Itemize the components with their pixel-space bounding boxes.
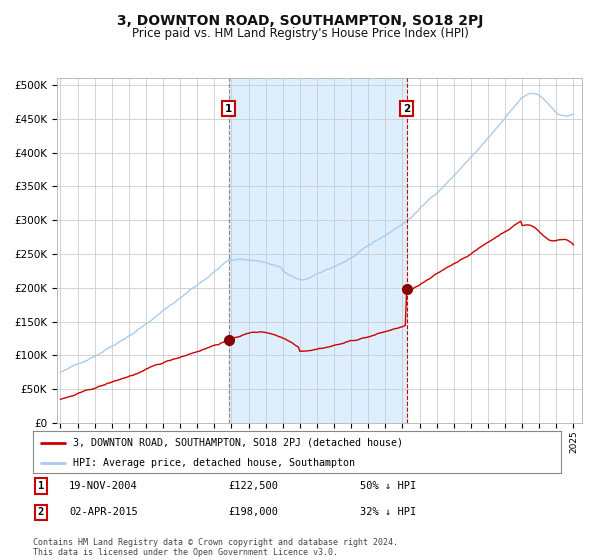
- Text: £122,500: £122,500: [228, 481, 278, 491]
- Text: 02-APR-2015: 02-APR-2015: [69, 507, 138, 517]
- Text: 2: 2: [38, 507, 44, 517]
- Text: 19-NOV-2004: 19-NOV-2004: [69, 481, 138, 491]
- Text: 50% ↓ HPI: 50% ↓ HPI: [360, 481, 416, 491]
- Text: 2: 2: [403, 104, 410, 114]
- Text: £198,000: £198,000: [228, 507, 278, 517]
- Bar: [229, 78, 407, 423]
- Text: 1: 1: [38, 481, 44, 491]
- Text: Price paid vs. HM Land Registry's House Price Index (HPI): Price paid vs. HM Land Registry's House …: [131, 27, 469, 40]
- Text: Contains HM Land Registry data © Crown copyright and database right 2024.
This d: Contains HM Land Registry data © Crown c…: [33, 538, 398, 557]
- Text: 3, DOWNTON ROAD, SOUTHAMPTON, SO18 2PJ (detached house): 3, DOWNTON ROAD, SOUTHAMPTON, SO18 2PJ (…: [73, 438, 403, 448]
- Text: HPI: Average price, detached house, Southampton: HPI: Average price, detached house, Sout…: [73, 458, 355, 468]
- Text: 3, DOWNTON ROAD, SOUTHAMPTON, SO18 2PJ: 3, DOWNTON ROAD, SOUTHAMPTON, SO18 2PJ: [117, 14, 483, 28]
- Text: 1: 1: [225, 104, 232, 114]
- Text: 32% ↓ HPI: 32% ↓ HPI: [360, 507, 416, 517]
